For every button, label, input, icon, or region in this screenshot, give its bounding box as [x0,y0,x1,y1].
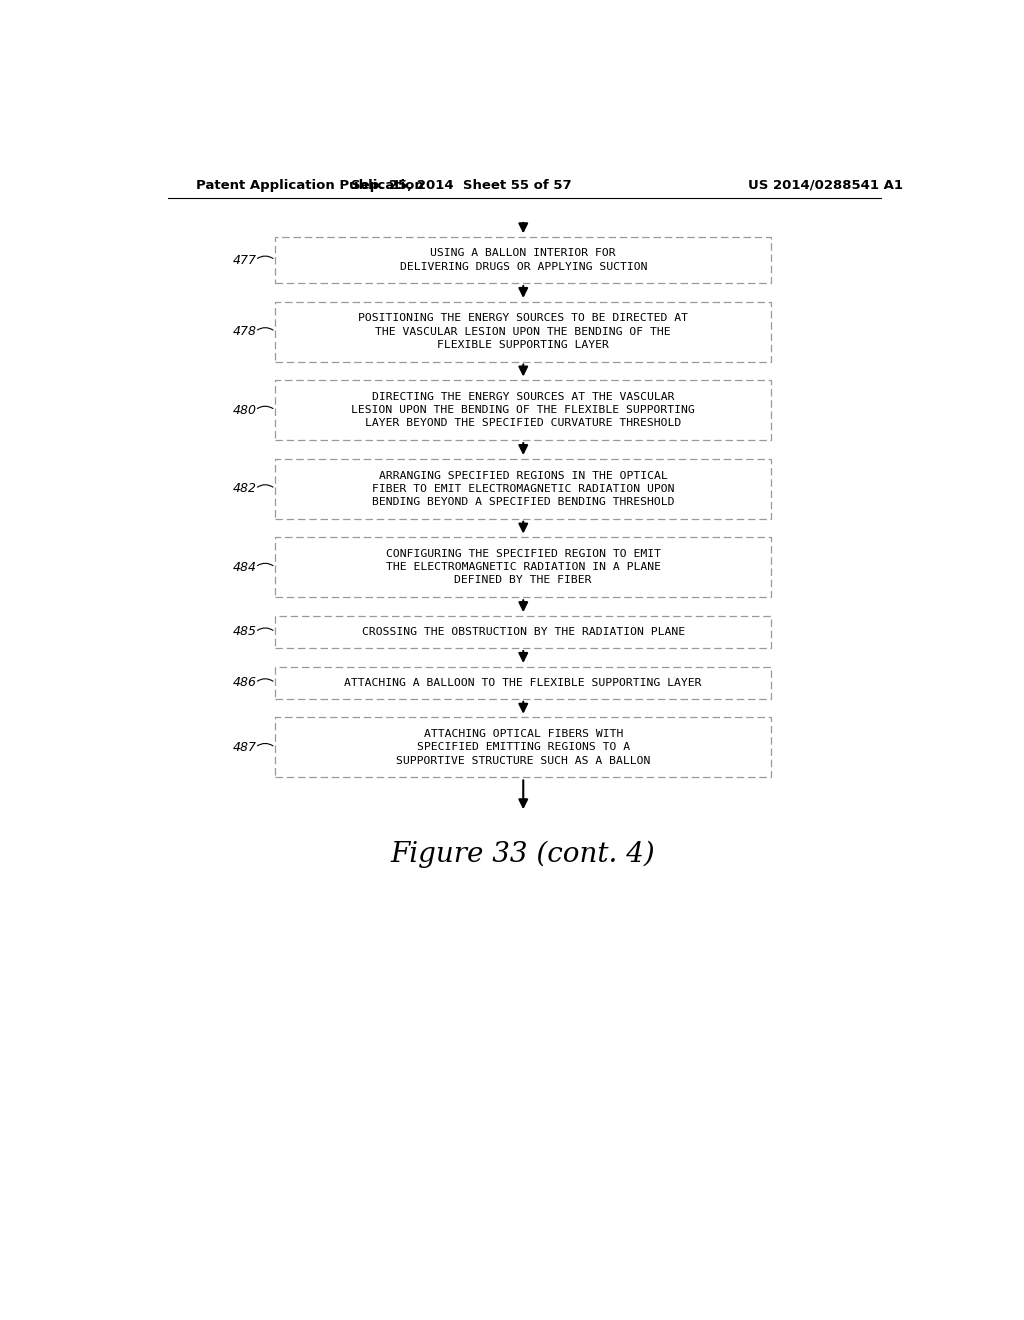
Bar [275,537,771,598]
Bar [275,459,771,519]
Text: 485: 485 [232,626,257,639]
Text: 480: 480 [232,404,257,417]
Bar [275,718,771,777]
Text: DIRECTING THE ENERGY SOURCES AT THE VASCULAR
LESION UPON THE BENDING OF THE FLEX: DIRECTING THE ENERGY SOURCES AT THE VASC… [351,392,695,429]
Bar [275,302,771,362]
Text: Patent Application Publication: Patent Application Publication [197,178,424,191]
Text: ATTACHING A BALLOON TO THE FLEXIBLE SUPPORTING LAYER: ATTACHING A BALLOON TO THE FLEXIBLE SUPP… [344,677,702,688]
Text: 484: 484 [232,561,257,574]
Text: Figure 33 (cont. 4): Figure 33 (cont. 4) [391,841,655,869]
Bar [275,380,771,441]
Text: CONFIGURING THE SPECIFIED REGION TO EMIT
THE ELECTROMAGNETIC RADIATION IN A PLAN: CONFIGURING THE SPECIFIED REGION TO EMIT… [386,549,660,586]
Text: ARRANGING SPECIFIED REGIONS IN THE OPTICAL
FIBER TO EMIT ELECTROMAGNETIC RADIATI: ARRANGING SPECIFIED REGIONS IN THE OPTIC… [372,470,675,507]
Text: 486: 486 [232,676,257,689]
Text: 477: 477 [232,253,257,267]
Text: Sep. 25, 2014  Sheet 55 of 57: Sep. 25, 2014 Sheet 55 of 57 [351,178,571,191]
Bar [275,667,771,700]
Bar [275,238,771,284]
Text: US 2014/0288541 A1: US 2014/0288541 A1 [748,178,903,191]
Text: 487: 487 [232,741,257,754]
Text: USING A BALLON INTERIOR FOR
DELIVERING DRUGS OR APPLYING SUCTION: USING A BALLON INTERIOR FOR DELIVERING D… [399,248,647,272]
Text: POSITIONING THE ENERGY SOURCES TO BE DIRECTED AT
THE VASCULAR LESION UPON THE BE: POSITIONING THE ENERGY SOURCES TO BE DIR… [358,313,688,350]
Text: 482: 482 [232,482,257,495]
Bar [275,615,771,648]
Text: 478: 478 [232,325,257,338]
Text: ATTACHING OPTICAL FIBERS WITH
SPECIFIED EMITTING REGIONS TO A
SUPPORTIVE STRUCTU: ATTACHING OPTICAL FIBERS WITH SPECIFIED … [396,729,650,766]
Text: CROSSING THE OBSTRUCTION BY THE RADIATION PLANE: CROSSING THE OBSTRUCTION BY THE RADIATIO… [361,627,685,638]
